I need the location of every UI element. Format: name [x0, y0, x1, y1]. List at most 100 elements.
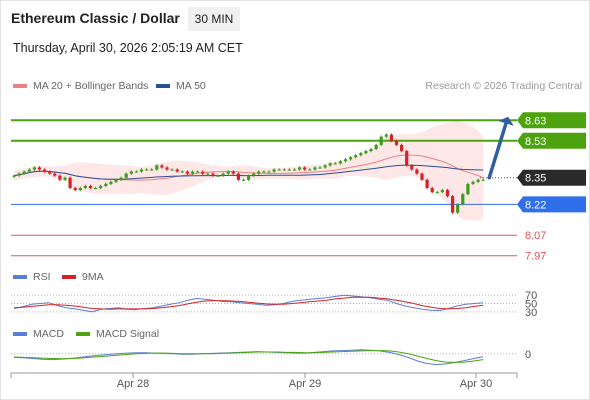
- candle-body: [129, 171, 133, 174]
- candle-body: [180, 171, 184, 173]
- credit-text: Research © 2026 Trading Central: [425, 80, 582, 92]
- candle-body: [420, 173, 424, 180]
- candle: [292, 168, 297, 171]
- x-tick-label: Apr 28: [117, 378, 149, 390]
- candle: [73, 186, 77, 192]
- candle: [354, 153, 358, 159]
- candle-body: [440, 190, 444, 193]
- candle-body: [241, 179, 246, 181]
- candle-body: [48, 171, 52, 174]
- candle-body: [364, 151, 368, 154]
- candle-body: [43, 169, 47, 172]
- candle-body: [206, 173, 210, 175]
- candle: [206, 172, 210, 175]
- candle-body: [114, 179, 118, 182]
- candle-body: [190, 171, 195, 174]
- candle-body: [226, 171, 230, 174]
- candle-body: [160, 165, 164, 168]
- candle-body: [349, 157, 353, 160]
- level-tag-8.63: 8.63: [517, 112, 586, 129]
- macd-label: MACD: [33, 328, 64, 340]
- macd-swatch: [13, 332, 27, 336]
- macd-tick-label: 0: [525, 349, 531, 361]
- candle: [124, 172, 128, 179]
- candle-body: [134, 171, 138, 173]
- candle-body: [338, 161, 342, 164]
- candle: [461, 192, 465, 206]
- candle-body: [58, 175, 62, 180]
- level-tag-8.35: 8.35: [517, 169, 586, 186]
- level-tag-label: 8.07: [525, 230, 546, 242]
- rsi-tick-label: 50: [525, 299, 537, 311]
- candle-body: [445, 190, 450, 197]
- level-tag-label: 8.35: [525, 173, 546, 185]
- candle: [83, 184, 87, 190]
- candle-body: [63, 177, 67, 180]
- candle: [318, 166, 322, 169]
- candle: [369, 147, 373, 153]
- legend-macd-signal: MACD Signal: [76, 328, 159, 340]
- candle: [323, 164, 327, 169]
- candle-body: [236, 173, 240, 180]
- candle-body: [262, 171, 266, 173]
- forecast-arrow-head: [498, 116, 514, 126]
- candle-body: [17, 173, 21, 176]
- candle-body: [139, 169, 144, 172]
- legend-ma50: MA 50: [156, 80, 206, 92]
- candle-body: [287, 169, 291, 171]
- candle-body: [68, 177, 72, 188]
- candle: [216, 174, 220, 177]
- candle-body: [318, 167, 322, 169]
- macd-signal-label: MACD Signal: [96, 328, 160, 340]
- candle-body: [466, 183, 470, 195]
- timeframe-button[interactable]: 30 MIN: [188, 7, 240, 31]
- bollinger-band: [14, 120, 484, 221]
- candle: [99, 184, 103, 190]
- candle-body: [124, 173, 128, 178]
- candle: [364, 149, 368, 155]
- candle-body: [389, 134, 393, 141]
- candle-body: [272, 169, 276, 172]
- candle: [53, 172, 57, 177]
- candle: [313, 166, 317, 171]
- candle-body: [150, 169, 154, 171]
- candle: [349, 155, 353, 161]
- candle-body: [471, 181, 475, 184]
- candle-body: [313, 167, 317, 170]
- candle: [298, 166, 302, 171]
- candle: [221, 172, 225, 177]
- candle: [231, 170, 235, 175]
- level-tag-label: 8.22: [525, 199, 546, 211]
- candle-body: [257, 171, 261, 174]
- candle-body: [359, 153, 363, 156]
- candle: [48, 170, 52, 175]
- candle-body: [369, 149, 373, 152]
- candle-body: [374, 144, 378, 149]
- candle: [150, 168, 154, 171]
- candle-body: [88, 185, 93, 188]
- candle: [155, 164, 159, 171]
- candle-body: [277, 169, 281, 171]
- candle-body: [298, 167, 302, 170]
- candle-body: [216, 175, 220, 177]
- candle: [196, 170, 200, 173]
- candles: [12, 133, 485, 214]
- candle: [303, 166, 307, 171]
- candle: [451, 194, 455, 214]
- candle-body: [384, 134, 388, 137]
- candle-body: [155, 165, 159, 170]
- candle-body: [282, 169, 286, 171]
- level-tag-label: 7.97: [525, 251, 546, 263]
- candle: [308, 168, 312, 171]
- candle-body: [73, 188, 77, 191]
- candle: [379, 135, 383, 147]
- candle: [190, 170, 195, 175]
- candle: [27, 168, 31, 173]
- level-tag-8.07: 8.07: [525, 230, 546, 242]
- forecast-arrow-shaft: [487, 121, 508, 180]
- candle-body: [481, 179, 485, 181]
- candle: [119, 176, 123, 182]
- candle: [139, 168, 144, 173]
- candle: [236, 172, 240, 182]
